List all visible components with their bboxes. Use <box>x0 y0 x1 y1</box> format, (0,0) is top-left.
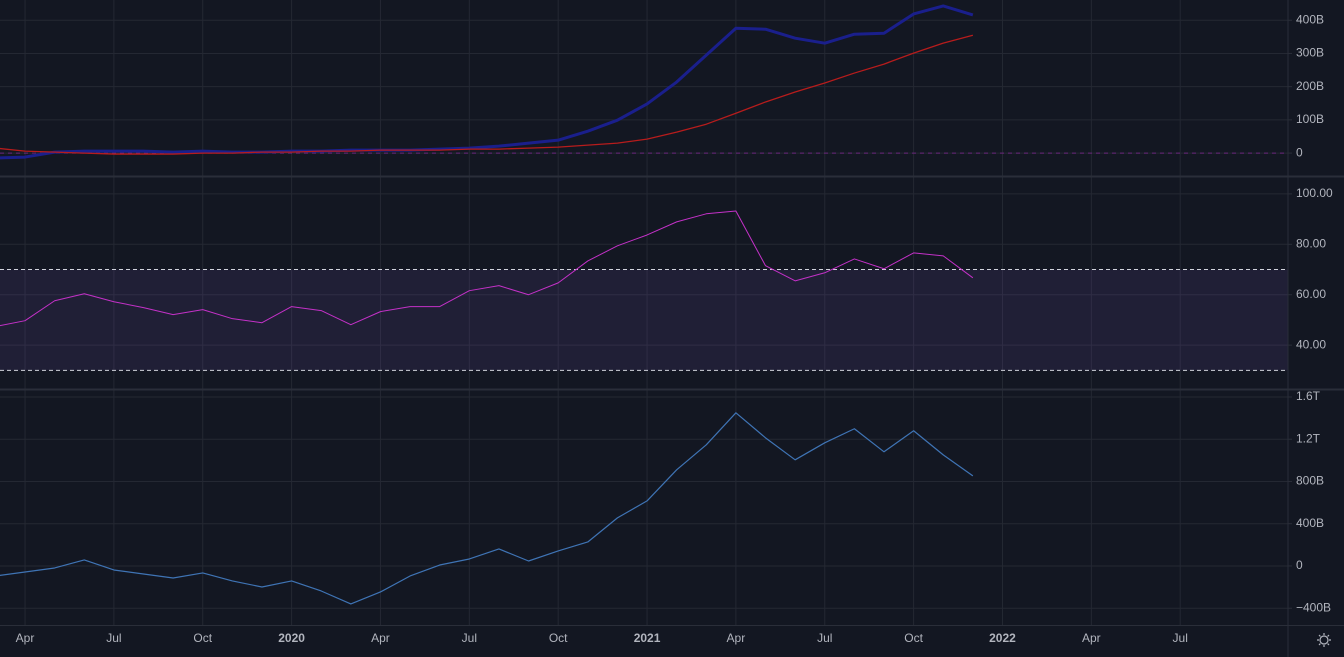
x-tick-label: 2020 <box>278 631 305 645</box>
band <box>0 269 1288 371</box>
x-tick-label: Jul <box>106 631 121 645</box>
x-tick-label: Jul <box>1173 631 1188 645</box>
y-tick-label: −400B <box>1296 600 1331 614</box>
series-line <box>0 412 974 605</box>
x-tick-label: Jul <box>462 631 477 645</box>
y-tick-label: 40.00 <box>1296 337 1326 351</box>
x-tick-label: Oct <box>904 631 923 645</box>
settings-icon-circle <box>1319 635 1329 645</box>
series-line <box>0 4 974 160</box>
series-line <box>0 34 974 155</box>
x-tick-label: 2022 <box>989 631 1016 645</box>
grid-layer <box>0 0 1288 625</box>
series-line <box>0 210 974 327</box>
y-tick-label: 1.2T <box>1296 431 1321 445</box>
x-tick-label: Oct <box>549 631 568 645</box>
y-tick-label: 100.00 <box>1296 186 1333 200</box>
y-tick-label: 0 <box>1296 558 1303 572</box>
x-tick-label: Oct <box>193 631 212 645</box>
y-tick-label: 300B <box>1296 46 1324 60</box>
x-tick-label: Apr <box>1082 631 1101 645</box>
mark-layer <box>0 4 1288 605</box>
x-tick-label: 2021 <box>634 631 661 645</box>
x-tick-label: Apr <box>16 631 35 645</box>
x-tick-label: Apr <box>727 631 746 645</box>
y-tick-label: 800B <box>1296 474 1324 488</box>
y-tick-label: 80.00 <box>1296 236 1326 250</box>
x-tick-label: Apr <box>371 631 390 645</box>
settings-icon[interactable] <box>1317 633 1331 647</box>
y-tick-label: 400B <box>1296 516 1324 530</box>
y-tick-label: 0 <box>1296 145 1303 159</box>
y-tick-label: 60.00 <box>1296 287 1326 301</box>
y-tick-label: 400B <box>1296 12 1324 26</box>
y-tick-label: 200B <box>1296 79 1324 93</box>
y-tick-label: 100B <box>1296 112 1324 126</box>
settings-icon-rays <box>1317 633 1331 647</box>
y-tick-label: 1.6T <box>1296 389 1321 403</box>
x-tick-label: Jul <box>817 631 832 645</box>
